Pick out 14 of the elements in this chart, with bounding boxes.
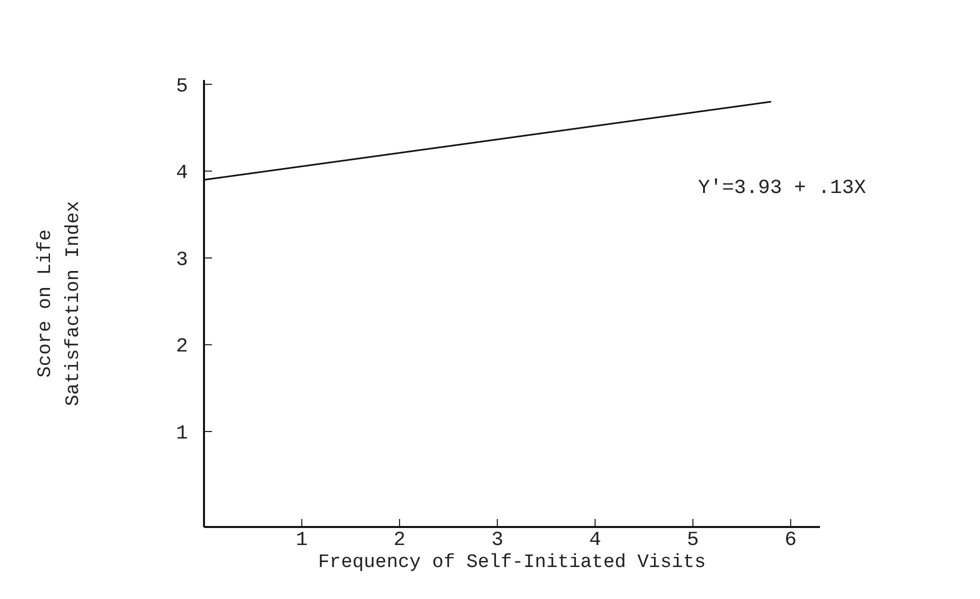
y-tick-label: 2 bbox=[176, 336, 188, 359]
x-tick-label: 3 bbox=[491, 529, 504, 552]
y-tick-label: 5 bbox=[176, 75, 188, 98]
y-tick-label: 4 bbox=[176, 162, 188, 186]
y-tick-label: 3 bbox=[176, 248, 188, 272]
y-axis-title: Score on Life Satisfaction Index bbox=[34, 200, 84, 406]
x-tick-label: 4 bbox=[589, 529, 602, 552]
x-tick-label: 1 bbox=[296, 529, 308, 552]
x-axis-title: Frequency of Self-Initiated Visits bbox=[318, 551, 706, 573]
y-tick-label: 1 bbox=[176, 422, 188, 446]
x-tick-label: 5 bbox=[686, 529, 699, 552]
x-tick-label: 2 bbox=[394, 529, 406, 552]
x-tick-label: 6 bbox=[784, 529, 797, 552]
annotation: Y'=3.93 + .13X bbox=[698, 177, 866, 200]
